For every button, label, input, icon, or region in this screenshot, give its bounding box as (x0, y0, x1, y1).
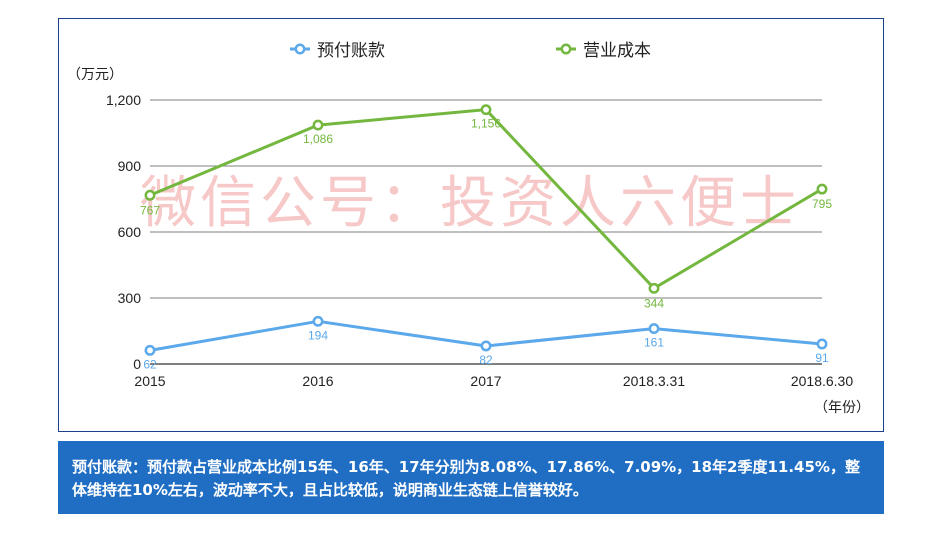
y-axis-label: （万元） (67, 67, 123, 83)
data-point (816, 338, 828, 350)
data-label: 62 (143, 357, 157, 371)
data-label: 1,086 (303, 132, 333, 146)
data-point (312, 315, 324, 327)
y-tick-label: 1,200 (106, 92, 141, 108)
note-box: 预付账款：预付款占营业成本比例15年、16年、17年分别为8.08%、17.86… (58, 441, 884, 514)
note-text: 预付账款：预付款占营业成本比例15年、16年、17年分别为8.08%、17.86… (72, 458, 860, 499)
legend-label: 营业成本 (583, 41, 651, 61)
watermark-text: 微信公号：投资人六便士 (140, 171, 800, 236)
y-tick-label: 0 (133, 356, 141, 372)
data-label: 82 (479, 353, 493, 367)
x-tick-label: 2016 (302, 373, 333, 389)
data-point (648, 282, 660, 294)
y-tick-label: 900 (118, 158, 142, 174)
data-point (648, 323, 660, 335)
data-label: 344 (644, 296, 664, 310)
data-label: 91 (815, 351, 829, 365)
legend-marker (560, 43, 572, 55)
x-tick-label: 2017 (470, 373, 501, 389)
x-tick-label: 2015 (134, 373, 165, 389)
data-point (480, 104, 492, 116)
data-point (816, 183, 828, 195)
data-point (480, 340, 492, 352)
legend-marker (294, 43, 306, 55)
chart-frame (58, 18, 884, 432)
data-label: 795 (812, 197, 832, 211)
data-label: 194 (308, 328, 328, 342)
data-point (312, 119, 324, 131)
x-tick-label: 2018.3.31 (623, 373, 685, 389)
data-label: 161 (644, 336, 664, 350)
y-tick-label: 600 (118, 224, 142, 240)
data-label: 767 (140, 203, 160, 217)
data-point (144, 344, 156, 356)
legend-label: 预付账款 (317, 41, 385, 61)
data-label: 1,156 (471, 117, 501, 131)
x-axis-label: （年份） (814, 400, 870, 416)
data-point (144, 189, 156, 201)
y-tick-label: 300 (118, 290, 142, 306)
x-tick-label: 2018.6.30 (791, 373, 853, 389)
